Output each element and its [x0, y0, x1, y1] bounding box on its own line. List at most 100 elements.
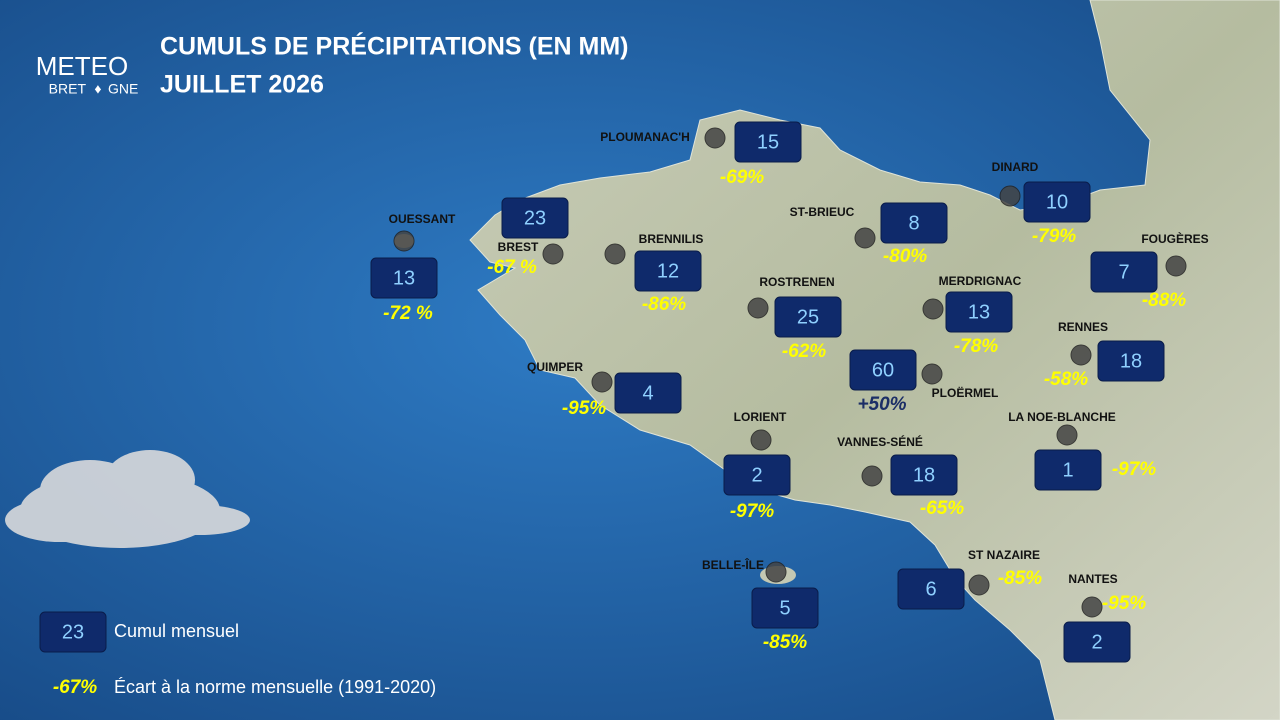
station-name: BELLE-ÎLE	[702, 557, 764, 572]
station-marker	[999, 185, 1021, 207]
station-marker	[393, 230, 415, 252]
station-name: LA NOE-BLANCHE	[1008, 410, 1116, 424]
cumul-box	[1063, 621, 1131, 663]
cumul-value: 18	[913, 464, 935, 486]
station-marker	[1081, 596, 1103, 618]
station-marker	[750, 429, 772, 451]
cumul-box	[1097, 340, 1165, 382]
legend-ecart-sample: -67%	[53, 677, 97, 698]
ecart-value: -88%	[1142, 290, 1186, 311]
station-marker	[968, 574, 990, 596]
cumul-box	[634, 250, 702, 292]
cumul-box	[897, 568, 965, 610]
cumul-value: 60	[872, 359, 894, 381]
ecart-value: -79%	[1032, 226, 1076, 247]
ecart-value: -85%	[998, 568, 1042, 589]
station-name: BREST	[498, 240, 539, 254]
station-name: NANTES	[1068, 572, 1117, 586]
cumul-value: 1	[1062, 459, 1073, 481]
cumul-box	[501, 197, 569, 239]
cumul-value: 4	[642, 382, 653, 404]
station-name: BRENNILIS	[639, 232, 704, 246]
cumul-box	[774, 296, 842, 338]
station-name: ROSTRENEN	[759, 275, 834, 289]
logo-text: BRET	[49, 81, 87, 97]
ecart-value: +50%	[857, 394, 906, 415]
ecart-value: -65%	[920, 498, 964, 519]
ecart-value: -58%	[1044, 369, 1088, 390]
ecart-value: -95%	[562, 398, 606, 419]
cumul-box	[849, 349, 917, 391]
ecart-value: -80%	[883, 246, 927, 267]
legend-ecart-label: Écart à la norme mensuelle (1991-2020)	[114, 677, 436, 697]
cumul-value: 13	[393, 267, 415, 289]
cumul-box	[880, 202, 948, 244]
station-name: LORIENT	[734, 410, 787, 424]
cumul-value: 25	[797, 306, 819, 328]
cumul-value: 15	[757, 131, 779, 153]
cumul-box	[723, 454, 791, 496]
station-marker	[591, 371, 613, 393]
station-name: MERDRIGNAC	[939, 274, 1022, 288]
cumul-value: 12	[657, 260, 679, 282]
logo-text: METEO	[36, 51, 128, 81]
cumul-box	[1023, 181, 1091, 223]
station-name: PLOUMANAC'H	[600, 130, 690, 144]
cumul-box	[370, 257, 438, 299]
station-name: DINARD	[992, 160, 1039, 174]
logo-ermine: ♦	[94, 81, 101, 97]
station-marker	[922, 298, 944, 320]
ecart-value: -72 %	[383, 303, 433, 324]
ecart-value: -86%	[642, 294, 686, 315]
title: CUMULS DE PRÉCIPITATIONS (EN MM)	[160, 32, 629, 61]
cumul-box	[734, 121, 802, 163]
cumul-box	[890, 454, 958, 496]
station-marker	[542, 243, 564, 265]
station-marker	[1070, 344, 1092, 366]
cumul-box	[614, 372, 682, 414]
legend-cumul-sample: 23	[62, 621, 84, 643]
cumul-value: 6	[925, 578, 936, 600]
ecart-value: -67 %	[487, 257, 537, 278]
cumul-value: 5	[779, 597, 790, 619]
ecart-value: -69%	[720, 167, 764, 188]
station-marker	[747, 297, 769, 319]
station-marker	[1056, 424, 1078, 446]
cumul-box	[751, 587, 819, 629]
legend-cumul-label: Cumul mensuel	[114, 621, 239, 641]
station-marker	[704, 127, 726, 149]
station-name: VANNES-SÉNÉ	[837, 434, 923, 449]
cloud-icon	[5, 450, 250, 548]
subtitle: JUILLET 2026	[160, 71, 324, 99]
station-name: PLOËRMEL	[932, 385, 999, 400]
ecart-value: -95%	[1102, 593, 1146, 614]
logo-text: GNE	[108, 81, 138, 97]
legend-box	[39, 611, 107, 653]
station-name: OUESSANT	[389, 212, 456, 226]
cumul-value: 18	[1120, 350, 1142, 372]
station-marker	[861, 465, 883, 487]
cumul-value: 13	[968, 301, 990, 323]
station-name: QUIMPER	[527, 360, 583, 374]
cumul-box	[1034, 449, 1102, 491]
cumul-value: 23	[524, 207, 546, 229]
station-name: ST NAZAIRE	[968, 548, 1040, 562]
ecart-value: -62%	[782, 341, 826, 362]
cumul-value: 2	[751, 464, 762, 486]
cumul-value: 2	[1091, 631, 1102, 653]
station-marker	[604, 243, 626, 265]
station-marker	[921, 363, 943, 385]
station-name: ST-BRIEUC	[790, 205, 855, 219]
station-marker	[765, 561, 787, 583]
ecart-value: -78%	[954, 336, 998, 357]
cumul-value: 8	[908, 212, 919, 234]
station-name: FOUGÈRES	[1141, 231, 1208, 246]
station-marker	[1165, 255, 1187, 277]
cumul-value: 10	[1046, 191, 1068, 213]
cumul-value: 7	[1118, 261, 1129, 283]
ecart-value: -85%	[763, 632, 807, 653]
ecart-value: -97%	[1112, 459, 1156, 480]
station-name: RENNES	[1058, 320, 1108, 334]
cumul-box	[1090, 251, 1158, 293]
